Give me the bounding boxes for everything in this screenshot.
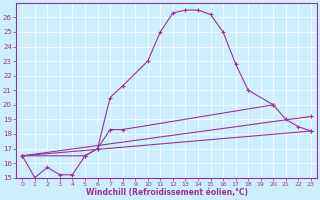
- X-axis label: Windchill (Refroidissement éolien,°C): Windchill (Refroidissement éolien,°C): [85, 188, 248, 197]
